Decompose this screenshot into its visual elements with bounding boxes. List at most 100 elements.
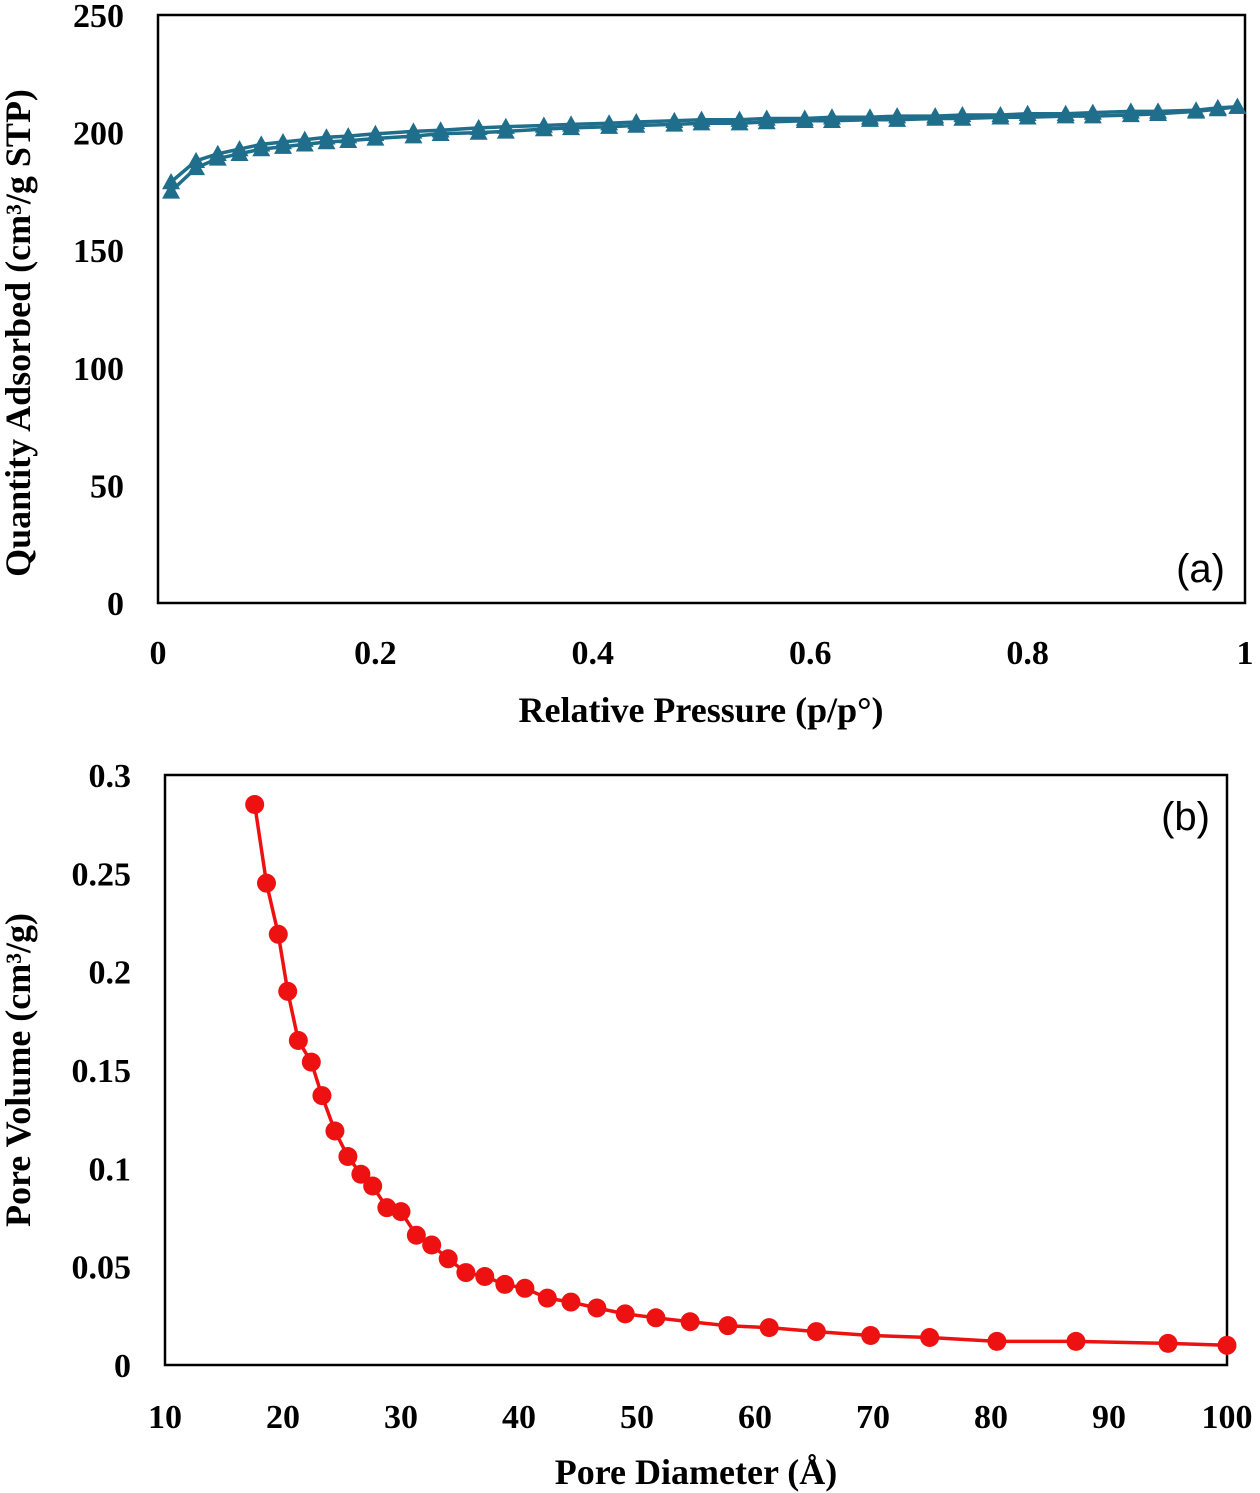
chart-b-y-tick-label: 0.15 bbox=[72, 1053, 132, 1090]
chart-a-data-point bbox=[888, 107, 907, 124]
chart-a-data-point bbox=[431, 121, 450, 138]
chart-a-y-ticks: 0 50 100 150 200 250 bbox=[73, 0, 124, 623]
chart-b-data-point bbox=[312, 1086, 332, 1106]
chart-b-data-point bbox=[278, 981, 298, 1001]
chart-b-data-point bbox=[351, 1164, 371, 1184]
chart-a-data-point bbox=[1083, 103, 1102, 120]
chart-b-y-tick-label: 0 bbox=[114, 1348, 131, 1385]
chart-a-data-point bbox=[1187, 101, 1206, 118]
chart-b-y-tick-label: 0.3 bbox=[89, 758, 132, 795]
chart-b-data-point bbox=[325, 1121, 345, 1141]
chart-a-x-tick-label: 0.8 bbox=[1006, 635, 1049, 672]
chart-b-data-point bbox=[422, 1235, 442, 1255]
chart-b-data-point bbox=[363, 1176, 383, 1196]
chart-a-data-point bbox=[730, 110, 749, 127]
chart-b-data-point bbox=[680, 1312, 700, 1332]
chart-a-data-point bbox=[1018, 104, 1037, 121]
chart-a-data-point bbox=[208, 144, 227, 161]
chart-a-x-ticks: 0 0.2 0.4 0.6 0.8 1 bbox=[150, 635, 1254, 672]
chart-a-data-point bbox=[469, 118, 488, 136]
chart-b-x-tick-label: 10 bbox=[148, 1399, 182, 1436]
chart-a-y-tick-label: 50 bbox=[90, 468, 124, 505]
chart-a-data-point bbox=[534, 116, 553, 133]
chart-a-data-point bbox=[926, 107, 945, 124]
chart-a-plot-frame bbox=[156, 13, 1247, 605]
chart-b-data-point bbox=[1066, 1331, 1086, 1351]
chart-b-y-tick-label: 0.25 bbox=[72, 856, 132, 893]
chart-a-x-tick-label: 0.4 bbox=[572, 635, 615, 672]
chart-a-data-point bbox=[317, 128, 336, 145]
chart-a-data-point bbox=[795, 109, 814, 126]
chart-b-x-tick-label: 40 bbox=[502, 1399, 536, 1436]
chart-b-panel-label: (b) bbox=[1161, 795, 1210, 839]
chart-b-data-point bbox=[615, 1304, 635, 1324]
chart-b-y-tick-label: 0.1 bbox=[89, 1151, 132, 1188]
chart-a-data-point bbox=[1121, 102, 1140, 119]
chart-b-data-point bbox=[587, 1298, 607, 1318]
chart-b-data-point bbox=[806, 1322, 826, 1342]
chart-a-series-layer bbox=[162, 97, 1247, 199]
chart-b: 10 20 30 40 50 60 70 80 90 100 0 0.05 0.1 0.15 0.2 0.2… bbox=[0, 758, 1253, 1492]
chart-a-data-point bbox=[860, 108, 879, 125]
chart-a-data-point bbox=[600, 114, 619, 131]
chart-b-x-tick-label: 90 bbox=[1092, 1399, 1126, 1436]
chart-a-x-axis-title: Relative Pressure (p/p°) bbox=[518, 690, 883, 730]
chart-b-data-point bbox=[406, 1225, 426, 1245]
chart-b-data-point bbox=[561, 1292, 581, 1312]
chart-a-x-tick-label: 0.2 bbox=[354, 635, 397, 672]
chart-b-data-point bbox=[475, 1267, 495, 1286]
chart-b-data-point bbox=[861, 1326, 881, 1345]
chart-a-data-point bbox=[295, 130, 314, 147]
chart-b-data-point bbox=[256, 873, 276, 893]
chart-b-series-line bbox=[252, 804, 1228, 1348]
chart-b-data-point bbox=[495, 1274, 515, 1294]
chart-b-data-point bbox=[920, 1327, 940, 1347]
chart-a-data-point bbox=[496, 117, 515, 134]
chart-a-data-point bbox=[1228, 97, 1247, 114]
chart-b-data-point bbox=[245, 795, 265, 814]
chart-b-x-tick-label: 30 bbox=[384, 1399, 418, 1436]
chart-a-data-point bbox=[187, 151, 206, 169]
chart-a-data-point bbox=[366, 124, 385, 141]
chart-b-data-point bbox=[718, 1316, 738, 1336]
chart-a-data-point bbox=[665, 111, 684, 129]
chart-b-x-tick-label: 50 bbox=[620, 1399, 654, 1436]
chart-a: 0 0.2 0.4 0.6 0.8 1 0 50 100 150 200 250 Relative … bbox=[0, 0, 1254, 730]
chart-b-plot-frame bbox=[163, 773, 1229, 1367]
chart-a-data-point bbox=[162, 172, 181, 190]
chart-b-data-point bbox=[391, 1202, 411, 1222]
chart-b-data-point bbox=[338, 1147, 358, 1167]
chart-a-x-tick-label: 0.6 bbox=[789, 635, 832, 672]
chart-a-data-point bbox=[1056, 104, 1075, 121]
chart-b-data-point bbox=[1158, 1333, 1178, 1353]
chart-b-data-point bbox=[301, 1052, 321, 1072]
chart-a-data-point bbox=[162, 182, 181, 199]
chart-a-data-point bbox=[822, 108, 841, 125]
chart-a-data-point bbox=[1149, 102, 1168, 119]
chart-a-data-point bbox=[339, 127, 358, 144]
chart-a-y-tick-label: 150 bbox=[73, 233, 124, 270]
chart-a-data-point bbox=[991, 105, 1010, 123]
chart-a-data-point bbox=[230, 140, 249, 157]
chart-b-x-tick-label: 70 bbox=[856, 1399, 890, 1436]
chart-b-data-point bbox=[288, 1031, 308, 1050]
chart-b-x-ticks: 10 20 30 40 50 60 70 80 90 100 bbox=[148, 1399, 1253, 1436]
chart-a-y-tick-label: 250 bbox=[73, 0, 124, 35]
chart-a-y-tick-label: 200 bbox=[73, 116, 124, 153]
chart-a-data-point bbox=[757, 109, 776, 126]
chart-b-data-point bbox=[537, 1288, 557, 1308]
chart-b-data-point bbox=[646, 1308, 666, 1328]
chart-a-x-tick-label: 1 bbox=[1237, 635, 1254, 672]
chart-b-data-point bbox=[759, 1318, 779, 1338]
chart-a-y-tick-label: 100 bbox=[73, 351, 124, 388]
chart-a-x-tick-label: 0 bbox=[150, 635, 167, 672]
chart-b-x-tick-label: 80 bbox=[974, 1399, 1008, 1436]
chart-b-data-point bbox=[1217, 1335, 1237, 1355]
chart-b-data-point bbox=[515, 1278, 535, 1298]
chart-a-data-point bbox=[953, 105, 972, 123]
chart-b-data-point bbox=[268, 924, 288, 944]
chart-b-data-point bbox=[987, 1331, 1007, 1351]
chart-b-series-layer bbox=[245, 795, 1237, 1355]
chart-b-y-tick-label: 0.05 bbox=[72, 1250, 132, 1287]
